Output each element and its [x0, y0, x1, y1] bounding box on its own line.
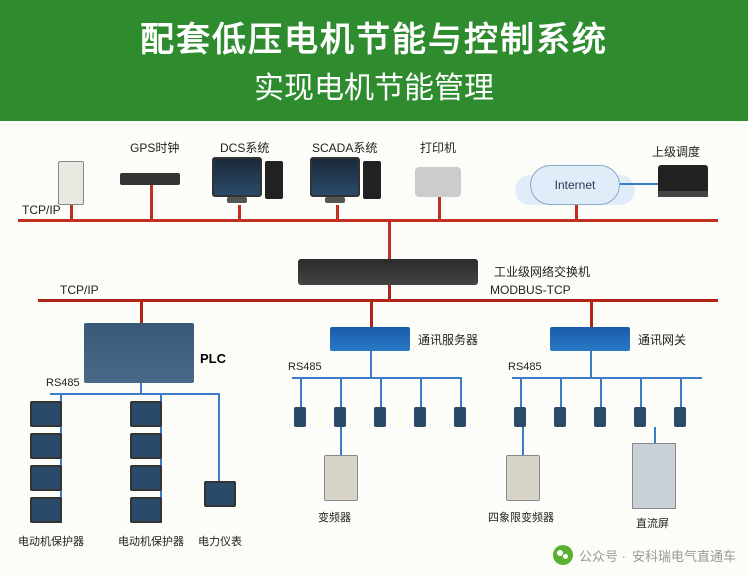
dc-line — [654, 427, 656, 443]
watermark-prefix: 公众号 · — [579, 546, 626, 565]
wechat-icon — [553, 545, 573, 565]
main-title: 配套低压电机节能与控制系统 — [0, 12, 748, 61]
sensor-2c — [594, 407, 606, 427]
motor-prot-2d — [130, 497, 162, 523]
dispatch-laptop — [658, 165, 708, 197]
motor-prot-2c — [130, 465, 162, 491]
motor-prot-1-label: 电动机保护器 — [18, 533, 84, 549]
scada-label: SCADA系统 — [312, 139, 377, 156]
comm1-v3 — [380, 377, 382, 407]
gps-label: GPS时钟 — [130, 139, 179, 156]
switch-label: 工业级网络交换机 — [494, 263, 590, 280]
comm2-v1 — [520, 377, 522, 407]
plc-hline — [50, 393, 220, 395]
cloud-to-laptop — [620, 183, 658, 185]
comm1-hline — [292, 377, 462, 379]
network-diagram: TCP/IP GPS时钟 DCS系统 SCADA系统 打印机 Internet … — [0, 121, 748, 573]
motor-prot-1a — [30, 401, 62, 427]
bus-mid-left-label: TCP/IP — [60, 283, 99, 297]
printer-drop — [438, 197, 441, 219]
motor-prot-1b — [30, 433, 62, 459]
plc-label: PLC — [200, 351, 226, 366]
comm1-v1 — [300, 377, 302, 407]
vfd-line — [340, 427, 342, 455]
plc-rs485-label: RS485 — [46, 377, 80, 389]
sensor-1c — [374, 407, 386, 427]
power-meter-label: 电力仪表 — [198, 533, 242, 549]
comm1-v4 — [420, 377, 422, 407]
sensor-2a — [514, 407, 526, 427]
printer-label: 打印机 — [420, 139, 456, 156]
comm1-v5 — [460, 377, 462, 407]
comm2-rs485-label: RS485 — [508, 361, 542, 373]
printer-device — [415, 167, 461, 197]
dispatch-label: 上级调度 — [652, 143, 700, 160]
mid-to-comm2 — [590, 299, 593, 327]
plc-device — [84, 323, 194, 383]
fourq-line — [522, 427, 524, 455]
cloud-drop — [575, 205, 578, 219]
comm-server — [330, 327, 410, 351]
comm-server-label: 通讯服务器 — [418, 331, 478, 348]
comm2-v4 — [640, 377, 642, 407]
top-to-switch — [388, 219, 391, 259]
scada-monitor — [310, 157, 360, 197]
power-meter — [204, 481, 236, 507]
comm2-up — [590, 351, 592, 377]
plc-up — [140, 383, 142, 393]
sensor-1a — [294, 407, 306, 427]
fourq-label: 四象限变频器 — [488, 509, 554, 525]
comm2-v5 — [680, 377, 682, 407]
vfd-device — [324, 455, 358, 501]
sensor-2d — [634, 407, 646, 427]
fourq-device — [506, 455, 540, 501]
internet-cloud: Internet — [530, 165, 620, 205]
dc-panel-label: 直流屏 — [636, 515, 669, 531]
motor-prot-2-label: 电动机保护器 — [118, 533, 184, 549]
sensor-1b — [334, 407, 346, 427]
comm2-v2 — [560, 377, 562, 407]
dcs-monitor — [212, 157, 262, 197]
comm1-up — [370, 351, 372, 377]
comm1-v2 — [340, 377, 342, 407]
bus-top-label: TCP/IP — [22, 203, 61, 217]
subtitle: 实现电机节能管理 — [0, 63, 748, 107]
dcs-tower — [265, 161, 283, 199]
watermark: 公众号 · 安科瑞电气直通车 — [553, 545, 736, 565]
dcs-drop — [238, 205, 241, 219]
ups-drop — [70, 205, 73, 219]
gps-drop — [150, 185, 153, 219]
motor-prot-2b — [130, 433, 162, 459]
sensor-2e — [674, 407, 686, 427]
mid-to-plc — [140, 299, 143, 323]
comm2-v3 — [600, 377, 602, 407]
sensor-1e — [454, 407, 466, 427]
vfd-label: 变频器 — [318, 509, 351, 525]
sensor-2b — [554, 407, 566, 427]
gps-device — [120, 173, 180, 185]
scada-tower — [363, 161, 381, 199]
motor-prot-2a — [130, 401, 162, 427]
plc-v3 — [218, 393, 220, 483]
switch-to-mid — [388, 285, 391, 299]
ups-device — [58, 161, 84, 205]
scada-drop — [336, 205, 339, 219]
motor-prot-1d — [30, 497, 62, 523]
watermark-text: 安科瑞电气直通车 — [632, 546, 736, 565]
mid-to-comm1 — [370, 299, 373, 327]
dc-panel-device — [632, 443, 676, 509]
comm2-hline — [512, 377, 702, 379]
comm1-rs485-label: RS485 — [288, 361, 322, 373]
network-switch — [298, 259, 478, 285]
header-banner: 配套低压电机节能与控制系统 实现电机节能管理 — [0, 0, 748, 121]
comm-gateway-label: 通讯网关 — [638, 331, 686, 348]
motor-prot-1c — [30, 465, 62, 491]
sensor-1d — [414, 407, 426, 427]
bus-mid-right-label: MODBUS-TCP — [490, 283, 571, 297]
internet-label: Internet — [555, 178, 596, 192]
dcs-label: DCS系统 — [220, 139, 269, 156]
comm-gateway — [550, 327, 630, 351]
bus-top — [18, 219, 718, 222]
